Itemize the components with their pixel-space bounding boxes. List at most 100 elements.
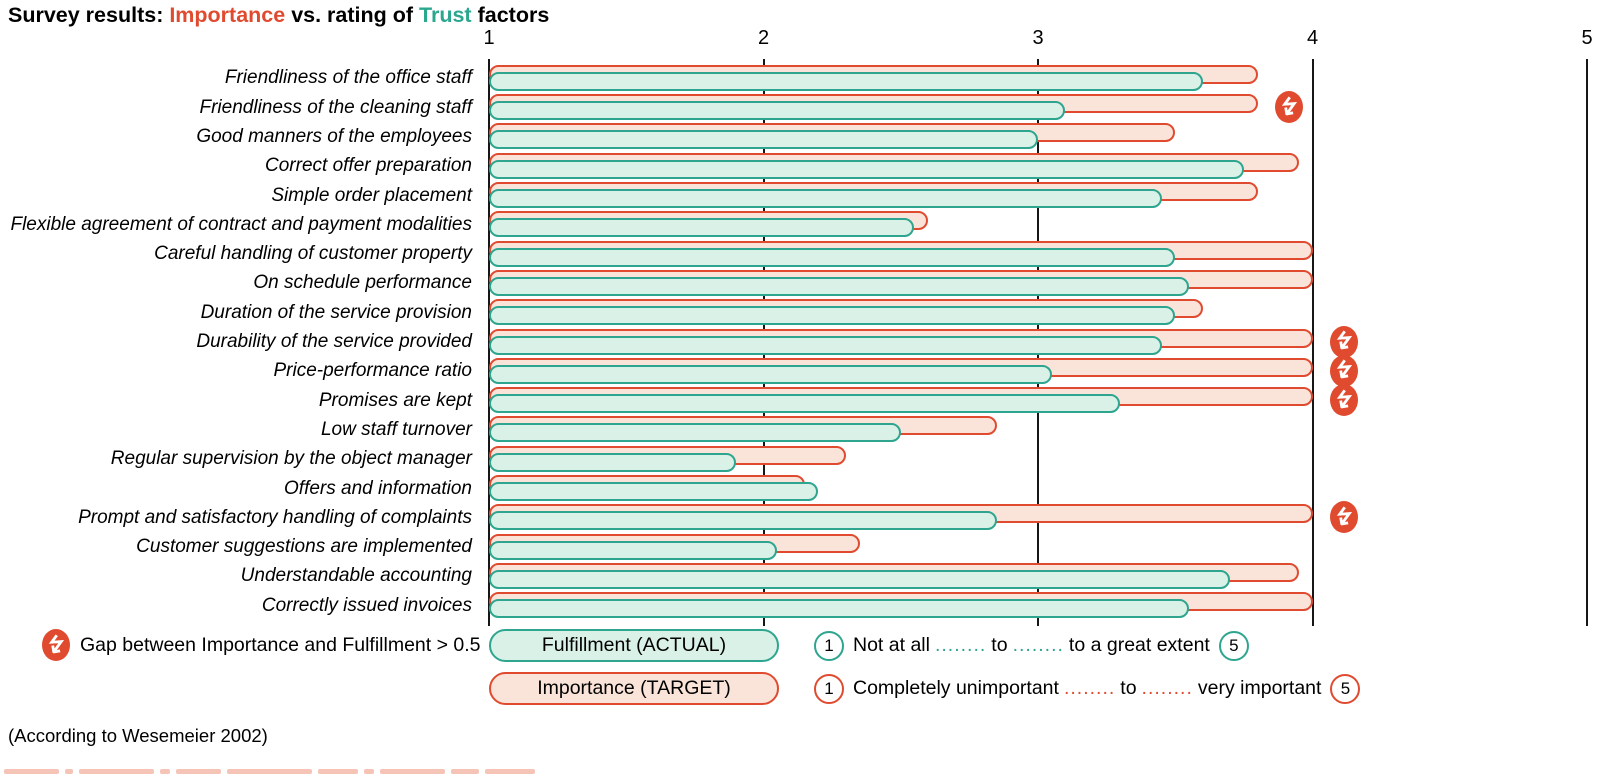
bar-row: ↯: [489, 384, 1587, 417]
row-label: Offers and information: [284, 477, 472, 499]
scale-text: to: [1120, 677, 1137, 699]
row-label: Friendliness of the cleaning staff: [199, 96, 473, 118]
scale-dots: ........: [1141, 677, 1193, 699]
scale-dots: ........: [1012, 634, 1064, 656]
row-label: Customer suggestions are implemented: [136, 536, 472, 558]
footer-source: (According to Wesemeier 2002): [8, 725, 268, 746]
scale-text: Not at all: [853, 634, 930, 656]
row-label: Correctly issued invoices: [261, 594, 472, 616]
fulfillment-bar: [489, 423, 901, 443]
row-label: Low staff turnover: [320, 418, 472, 440]
title-middle: vs. rating of: [285, 3, 420, 27]
clipped-text-fragment: [380, 769, 445, 774]
clipped-text-fragment: [176, 769, 221, 774]
bar-row: ↯: [489, 91, 1587, 124]
scale-text: to a great extent: [1068, 634, 1210, 656]
scale-text: to: [991, 634, 1008, 656]
lightning-icon: ↯: [1329, 500, 1359, 533]
bar-row: [489, 122, 1587, 151]
importance-scale-row: 1 Completely unimportant........ to......…: [814, 672, 1361, 705]
fulfillment-bar: [489, 364, 1052, 384]
lightning-icon: ↯: [1329, 325, 1359, 358]
row-label: Regular supervision by the object manage…: [110, 448, 472, 470]
bar-row: [489, 298, 1587, 327]
bar-row: [489, 591, 1587, 620]
fulfillment-bar: [489, 452, 737, 472]
row-label: Understandable accounting: [240, 565, 472, 587]
gap-icon: ↯: [1329, 384, 1358, 417]
scale-dots: ........: [1063, 677, 1116, 699]
fulfillment-scale-row: 1 Not at all........ to........ to a great…: [814, 629, 1249, 662]
row-label: Simple order placement: [271, 184, 472, 206]
scale-min-circle: 1: [814, 673, 844, 704]
importance-scale-text: Completely unimportant........ to........…: [853, 677, 1321, 700]
clipped-text-fragment: [227, 769, 312, 774]
row-label: Prompt and satisfactory handling of comp…: [78, 506, 472, 528]
row-label: Careful handling of customer property: [154, 243, 472, 265]
fulfillment-bar: [489, 335, 1162, 355]
gap-legend-label: Gap between Importance and Fulfillment >…: [80, 634, 481, 656]
axis-tick-label: 3: [1032, 27, 1044, 49]
fulfillment-bar: [489, 482, 819, 502]
clipped-text-fragment: [318, 769, 358, 774]
legend-importance-pill: Importance (TARGET): [489, 672, 779, 705]
grid-line-5: [1586, 59, 1588, 626]
row-label: Friendliness of the office staff: [224, 67, 472, 89]
clipped-text-fragment: [79, 769, 154, 774]
bar-row: [489, 181, 1587, 210]
gap-legend-icon: ↯: [41, 628, 71, 661]
fulfillment-bar: [489, 599, 1189, 619]
clipped-text-fragment: [485, 769, 535, 774]
bar-row: [489, 63, 1587, 92]
gap-icon: ↯: [1329, 500, 1359, 534]
row-label: Duration of the service provision: [200, 301, 472, 323]
gap-icon: ↯: [1274, 91, 1303, 124]
grid-line-4: [1311, 59, 1314, 626]
row-label: Durability of the service provided: [196, 331, 472, 353]
title-trust-word: Trust: [419, 3, 472, 27]
legend-fulfillment-label: Fulfillment (ACTUAL): [541, 634, 727, 656]
bar-row: [489, 474, 1587, 503]
lightning-icon: ↯: [41, 628, 71, 661]
bar-row: [489, 239, 1587, 268]
legend-fulfillment-pill: Fulfillment (ACTUAL): [489, 629, 779, 662]
bar-row: ↯: [489, 325, 1587, 358]
fulfillment-bar: [489, 247, 1176, 267]
gap-icon: ↯: [1329, 354, 1359, 387]
legend-importance-label: Importance (TARGET): [537, 677, 731, 699]
lightning-icon: ↯: [1329, 354, 1359, 387]
clipped-text-fragment: [4, 769, 59, 774]
title-suffix: factors: [471, 3, 550, 27]
row-label: Correct offer preparation: [265, 155, 472, 177]
bar-row: [489, 561, 1587, 590]
clipped-text-fragment: [65, 769, 73, 774]
scale-text: Completely unimportant: [853, 677, 1059, 699]
axis-tick-label: 2: [757, 27, 770, 49]
scale-max-circle: 5: [1218, 630, 1249, 661]
axis-tick-label: 4: [1306, 27, 1319, 49]
fulfillment-bar: [489, 159, 1244, 179]
row-label: Price-performance ratio: [273, 360, 472, 382]
clipped-text-fragment: [364, 769, 374, 774]
fulfillment-bar: [489, 511, 997, 531]
title-prefix: Survey results:: [8, 3, 170, 27]
gap-icon: ↯: [1329, 325, 1359, 358]
bar-row: [489, 532, 1587, 561]
fulfillment-bar: [489, 71, 1203, 91]
axis-tick-label: 5: [1581, 27, 1593, 49]
bar-row: [489, 268, 1587, 297]
fulfillment-bar: [489, 306, 1176, 326]
fulfillment-bar: [489, 540, 778, 560]
axis-tick-label: 1: [483, 27, 495, 49]
bar-row: [489, 151, 1587, 180]
fulfillment-scale-text: Not at all........ to........ to a great e…: [853, 634, 1210, 657]
fulfillment-bar: [489, 130, 1038, 150]
clipped-text-fragment: [160, 769, 170, 774]
fulfillment-bar: [489, 394, 1121, 414]
bar-row: ↯: [489, 354, 1587, 387]
chart-title: Survey results: Importance vs. rating of…: [8, 3, 549, 28]
row-label: Good manners of the employees: [196, 125, 472, 147]
title-importance-word: Importance: [169, 3, 286, 27]
bar-row: [489, 210, 1587, 239]
